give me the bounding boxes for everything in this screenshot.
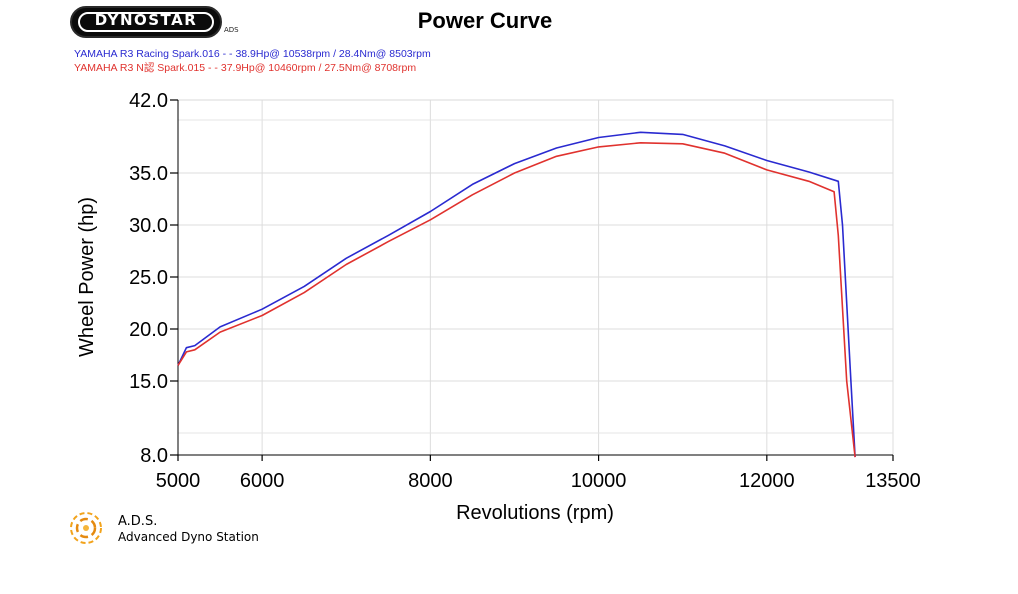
y-tick-label: 20.0 <box>129 319 168 341</box>
x-tick-label: 5000 <box>156 470 201 492</box>
y-tick-label: 15.0 <box>129 371 168 393</box>
x-tick-label: 8000 <box>408 470 453 492</box>
y-tick-label: 25.0 <box>129 267 168 289</box>
y-tick-label: 30.0 <box>129 215 168 237</box>
chart-title: Power Curve <box>417 8 553 33</box>
y-tick-label: 42.0 <box>129 90 168 112</box>
x-tick-label: 10000 <box>571 470 627 492</box>
series-line-1 <box>177 131 856 458</box>
y-axis-title: Wheel Power (hp) <box>76 197 98 357</box>
plot-series <box>177 131 856 458</box>
plot-tick-labels: 8.0 15.0 20.0 25.0 30.0 35.0 42.0 5000 6000 8000 1… <box>129 90 921 492</box>
x-axis-title: Revolutions (rpm) <box>456 502 614 524</box>
x-tick-label: 6000 <box>240 470 285 492</box>
dynostar-logo: DYNOSTAR ADS <box>70 6 250 40</box>
ads-footer-logo: A.D.S. Advanced Dyno Station <box>68 508 288 548</box>
legend-entry-stock: YAMAHA R3 N認 Spark.015 - - 37.9Hp@ 10460… <box>74 62 417 74</box>
y-tick-label: 35.0 <box>129 163 168 185</box>
dynostar-logo-ring <box>78 12 214 32</box>
spiral-sun-icon <box>70 512 102 544</box>
dynostar-logo-text: DYNOSTAR <box>94 11 198 29</box>
x-tick-label: 12000 <box>739 470 795 492</box>
ads-subtitle: Advanced Dyno Station <box>118 530 259 544</box>
ads-name: A.D.S. <box>118 514 158 529</box>
x-tick-label: 13500 <box>865 470 921 492</box>
plot-grid <box>177 99 894 456</box>
plot-axes <box>170 99 894 461</box>
dynostar-logo-subtext: ADS <box>224 26 239 34</box>
series-line-2 <box>177 142 856 458</box>
dynostar-logo-badge: DYNOSTAR <box>70 6 222 38</box>
y-tick-label: 8.0 <box>140 445 168 467</box>
legend-entry-racing: YAMAHA R3 Racing Spark.016 - - 38.9Hp@ 1… <box>74 48 431 60</box>
